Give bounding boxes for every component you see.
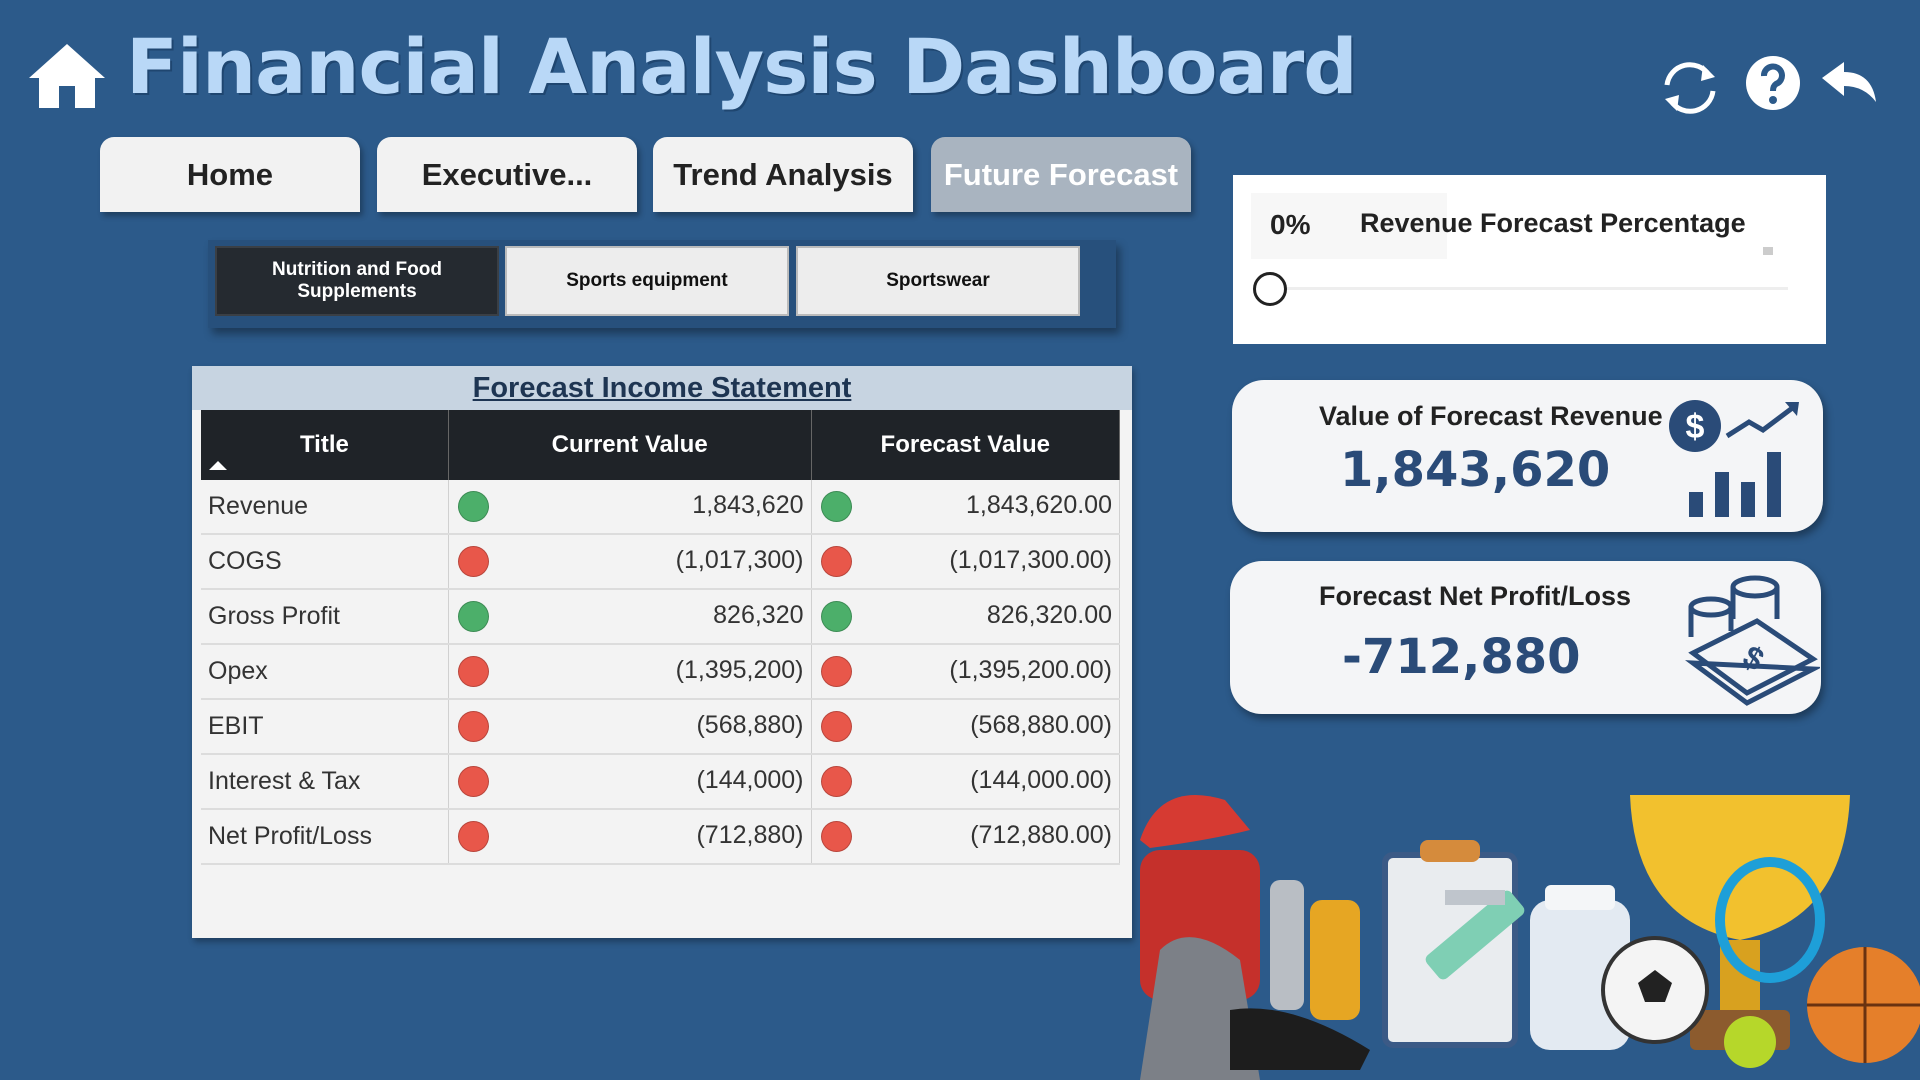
slider-handle[interactable]: [1253, 272, 1287, 306]
table-row: Revenue 1,843,620 1,843,620.00: [201, 480, 1121, 535]
row-value-cell: 826,320: [448, 589, 812, 645]
status-dot: [457, 601, 489, 632]
row-value-cell: (712,880): [448, 809, 812, 865]
slider-track: [1263, 287, 1788, 290]
sort-arrow[interactable]: [209, 460, 227, 470]
refresh-icon[interactable]: [1655, 55, 1725, 121]
home-icon[interactable]: [25, 40, 109, 112]
row-value-cell: 1,843,620: [448, 480, 812, 535]
income-table: Title Current Value Forecast Value Revenue…: [201, 410, 1121, 865]
slider-value-box: [1251, 193, 1447, 259]
card-title: Value of Forecast Revenue: [1319, 401, 1663, 431]
nav-tab[interactable]: Home: [100, 137, 360, 212]
row-value-cell: (144,000): [448, 754, 812, 810]
row-title: COGS: [201, 534, 449, 590]
status-dot: [457, 656, 489, 687]
column-header[interactable]: Current Value: [448, 410, 812, 480]
row-value: (568,880): [696, 711, 804, 739]
row-title: Net Profit/Loss: [201, 809, 449, 865]
row-value: (568,880.00): [970, 711, 1112, 739]
status-dot: [457, 711, 489, 742]
row-title: Interest & Tax: [201, 754, 449, 810]
nav-tab[interactable]: Trend Analysis: [653, 137, 913, 212]
status-dot: [820, 711, 852, 742]
column-header[interactable]: Forecast Value: [811, 410, 1121, 480]
slider-end: [1763, 247, 1773, 255]
card-title: Forecast Net Profit/Loss: [1319, 581, 1632, 611]
table-row: Opex (1,395,200) (1,395,200.00): [201, 644, 1121, 700]
table-body: Revenue 1,843,620 1,843,620.00 COGS (1,017,3…: [201, 480, 1121, 865]
card-value: 1,843,620: [1340, 442, 1611, 498]
column-header[interactable]: Title: [201, 410, 449, 480]
row-value: (1,395,200): [675, 656, 804, 684]
category-button[interactable]: Sportswear: [796, 246, 1080, 316]
row-value-cell: (1,017,300): [448, 534, 812, 590]
svg-text:$: $: [1737, 638, 1770, 678]
row-value-cell: (568,880.00): [811, 699, 1121, 755]
row-value: (1,017,300.00): [949, 546, 1112, 574]
row-title: EBIT: [201, 699, 449, 755]
row-value-cell: 826,320.00: [811, 589, 1121, 645]
category-button[interactable]: Sports equipment: [505, 246, 789, 316]
row-value: 826,320: [713, 601, 804, 629]
row-value-cell: (712,880.00): [811, 809, 1121, 865]
status-dot: [457, 766, 489, 797]
money-icon: $: [1685, 575, 1820, 706]
status-dot: [457, 546, 489, 577]
slider-value: 0%: [1270, 209, 1311, 240]
row-value: (712,880.00): [970, 821, 1112, 849]
svg-text:$: $: [1686, 408, 1705, 446]
table-row: EBIT (568,880) (568,880.00): [201, 699, 1121, 755]
revenue-card: Value of Forecast Revenue 1,843,620 $: [1232, 380, 1823, 532]
status-dot: [457, 491, 489, 522]
row-value: 1,843,620: [692, 491, 804, 519]
slider-label: Revenue Forecast Percentage: [1360, 208, 1746, 238]
growth-icon: $: [1669, 400, 1799, 517]
table-row: COGS (1,017,300) (1,017,300.00): [201, 534, 1121, 590]
row-value: (712,880): [696, 821, 804, 849]
row-value-cell: 1,843,620.00: [811, 480, 1121, 535]
income-statement-panel: Forecast Income Statement Title Current V…: [192, 366, 1132, 938]
table-row: Net Profit/Loss (712,880) (712,880.00): [201, 809, 1121, 865]
row-value: (1,395,200.00): [949, 656, 1112, 684]
nav-tab[interactable]: Executive...: [377, 137, 637, 212]
table-row: Gross Profit 826,320 826,320.00: [201, 589, 1121, 645]
row-value-cell: (1,017,300.00): [811, 534, 1121, 590]
card-value: -712,880: [1342, 629, 1581, 685]
net-profit-card: Forecast Net Profit/Loss -712,880 $: [1230, 561, 1821, 714]
row-value: 826,320.00: [986, 601, 1112, 629]
table-title: Forecast Income Statement: [192, 366, 1132, 410]
status-dot: [820, 491, 852, 522]
status-dot: [820, 656, 852, 687]
status-dot: [457, 821, 489, 852]
sports-illustration: [1140, 795, 1920, 1080]
nav-tab[interactable]: Future Forecast: [931, 137, 1191, 212]
row-value: (144,000.00): [970, 766, 1112, 794]
dashboard-title: Financial Analysis Dashboard: [126, 22, 1358, 111]
row-value-cell: (1,395,200): [448, 644, 812, 700]
back-icon[interactable]: [1818, 60, 1880, 108]
category-button[interactable]: Nutrition and Food Supplements: [215, 246, 499, 316]
slider-panel: 0% Revenue Forecast Percentage: [1233, 175, 1826, 344]
status-dot: [820, 821, 852, 852]
row-title: Revenue: [201, 480, 449, 535]
status-dot: [820, 766, 852, 797]
row-value: 1,843,620.00: [966, 491, 1112, 519]
row-title: Gross Profit: [201, 589, 449, 645]
row-value-cell: (144,000.00): [811, 754, 1121, 810]
table-row: Interest & Tax (144,000) (144,000.00): [201, 754, 1121, 810]
row-value-cell: (1,395,200.00): [811, 644, 1121, 700]
row-title: Opex: [201, 644, 449, 700]
help-icon[interactable]: [1745, 55, 1801, 111]
row-value: (144,000): [696, 766, 804, 794]
row-value-cell: (568,880): [448, 699, 812, 755]
row-value: (1,017,300): [675, 546, 804, 574]
table-header: Title Current Value Forecast Value: [201, 410, 1121, 480]
status-dot: [820, 546, 852, 577]
status-dot: [820, 601, 852, 632]
